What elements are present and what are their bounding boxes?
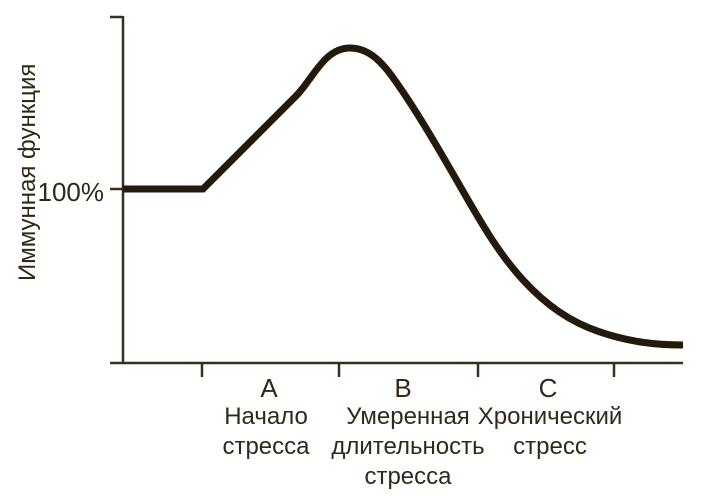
section-letter-c: C — [538, 373, 558, 403]
section-label-chronic-stress: Хронический стресс — [477, 403, 623, 460]
y-axis-tick-label-100-percent: 100% — [37, 177, 105, 207]
section-letter-b: B — [394, 373, 412, 403]
section-label-moderate-duration: Умеренная длительность стресса — [331, 403, 485, 490]
section-label-stress-onset: Начало стресса — [222, 403, 310, 460]
section-letter-a: A — [260, 373, 278, 403]
immune-function-curve — [123, 44, 684, 349]
